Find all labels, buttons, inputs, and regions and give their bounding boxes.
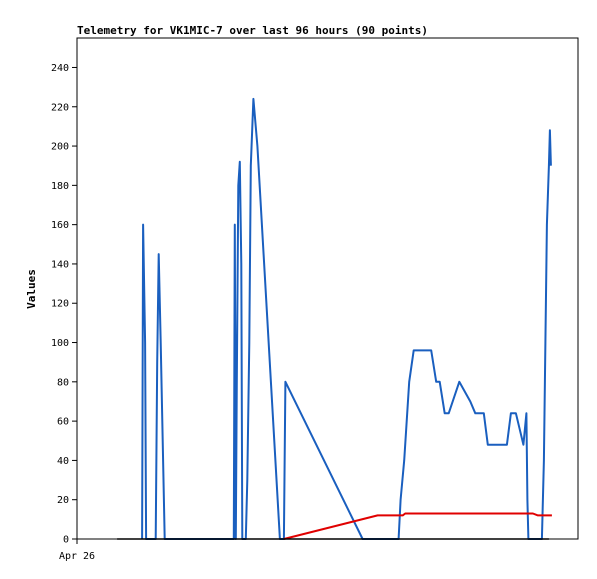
y-tick-label: 240 [51, 63, 69, 74]
y-tick-label: 20 [57, 495, 69, 506]
y-tick-label: 200 [51, 142, 69, 153]
y-tick-label: 160 [51, 220, 69, 231]
y-axis-label: Values [25, 269, 38, 309]
x-tick-label: Apr 26 [59, 551, 95, 562]
series-line-1 [141, 97, 552, 540]
y-tick-label: 80 [57, 377, 69, 388]
plot-area-frame [76, 37, 579, 540]
y-tick-label: 120 [51, 299, 69, 310]
y-tick-label: 180 [51, 181, 69, 192]
y-tick-label: 220 [51, 102, 69, 113]
y-tick-label: 140 [51, 259, 69, 270]
y-tick-label: 0 [63, 535, 69, 546]
series-layer [117, 97, 552, 540]
chart-title: Telemetry for VK1MIC-7 over last 96 hour… [77, 24, 428, 37]
y-tick-label: 40 [57, 456, 69, 467]
series-line-2 [283, 512, 552, 540]
x-axis: Apr 26 [59, 539, 95, 562]
y-tick-label: 60 [57, 417, 69, 428]
y-axis: 0 20 40 60 80 100 120 140 160 180 200 220 240 [51, 63, 77, 546]
y-tick-label: 100 [51, 338, 69, 349]
